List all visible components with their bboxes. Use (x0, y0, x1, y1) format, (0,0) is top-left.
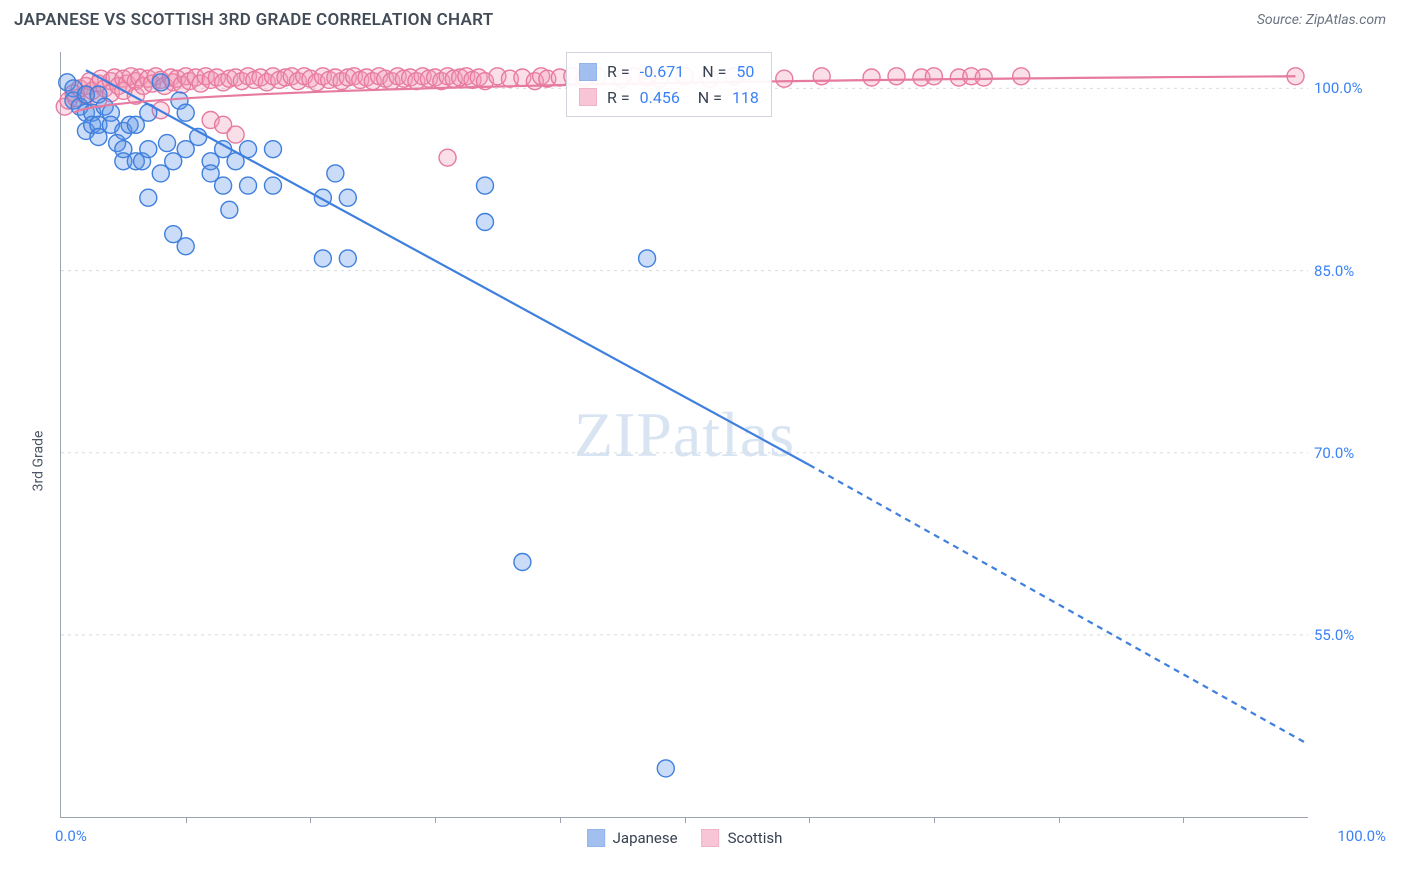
x-tick-mark (809, 817, 810, 823)
x-tick-label: 0.0% (55, 827, 87, 845)
plot-svg (61, 52, 1308, 817)
x-tick-mark (310, 817, 311, 823)
stats-r-label: R = (607, 85, 630, 111)
stats-r-value: 0.456 (640, 85, 680, 111)
x-tick-label: 100.0% (1314, 827, 1386, 845)
stats-n-label: N = (694, 59, 726, 85)
legend-item-scottish: Scottish (702, 829, 783, 847)
legend-swatch (702, 829, 720, 847)
legend-label: Scottish (728, 829, 783, 847)
chart-title: JAPANESE VS SCOTTISH 3RD GRADE CORRELATI… (14, 10, 494, 30)
x-tick-mark (560, 817, 561, 823)
x-tick-mark (934, 817, 935, 823)
stats-row-japanese: R = -0.671 N = 50 (579, 59, 759, 85)
stats-n-label: N = (690, 85, 722, 111)
stats-box: R = -0.671 N = 50R = 0.456 N = 118 (566, 52, 772, 117)
y-tick-label: 55.0% (1314, 626, 1386, 644)
stats-n-value: 50 (736, 59, 754, 85)
x-tick-mark (1183, 817, 1184, 823)
x-tick-mark (186, 817, 187, 823)
plot-area: ZIPatlas R = -0.671 N = 50R = 0.456 N = … (60, 52, 1308, 818)
legend-item-japanese: Japanese (587, 829, 678, 847)
legend-label: Japanese (613, 829, 678, 847)
stats-n-value: 118 (732, 85, 759, 111)
legend-bottom: Japanese Scottish (587, 829, 783, 847)
x-tick-mark (685, 817, 686, 823)
stats-swatch (579, 63, 597, 81)
y-axis-label: 3rd Grade (30, 431, 46, 492)
stats-r-value: -0.671 (640, 59, 685, 85)
chart-container: 3rd Grade ZIPatlas R = -0.671 N = 50R = … (14, 44, 1392, 878)
y-tick-label: 70.0% (1314, 444, 1386, 462)
stats-row-scottish: R = 0.456 N = 118 (579, 85, 759, 111)
y-tick-label: 85.0% (1314, 262, 1386, 280)
stats-r-label: R = (607, 59, 630, 85)
chart-source: Source: ZipAtlas.com (1257, 12, 1386, 28)
stats-swatch (579, 88, 597, 106)
legend-swatch (587, 829, 605, 847)
x-tick-mark (435, 817, 436, 823)
x-tick-mark (1059, 817, 1060, 823)
y-tick-label: 100.0% (1314, 79, 1386, 97)
